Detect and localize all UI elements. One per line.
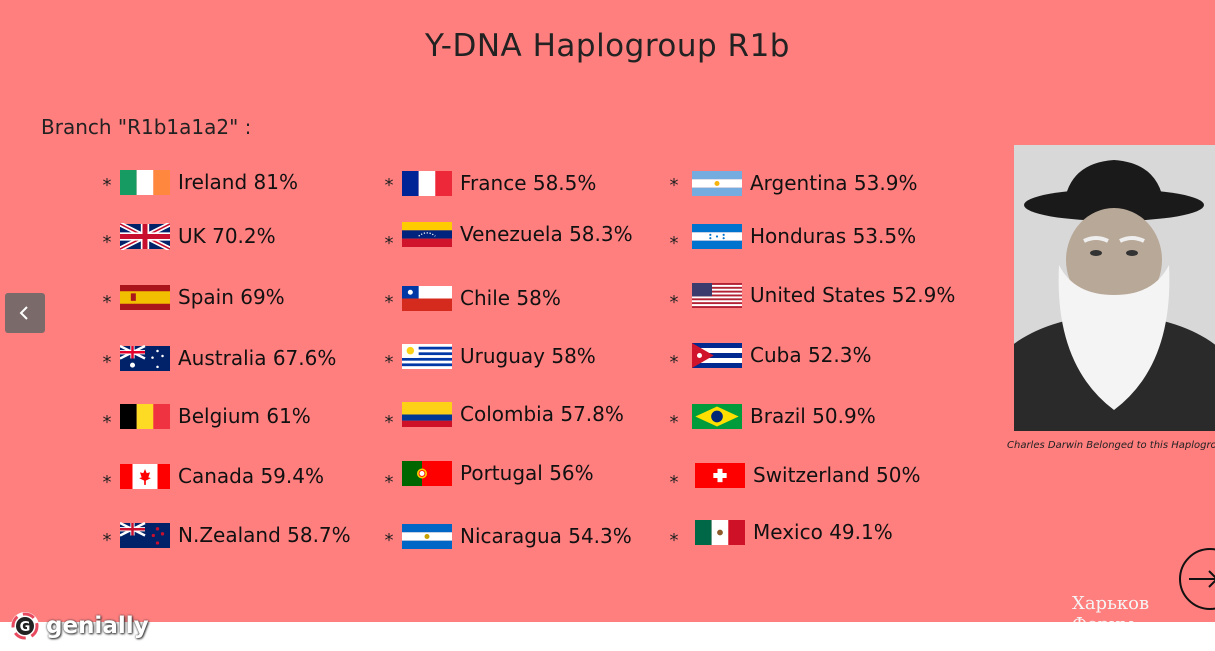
country-item-portugal: Portugal 56% — [402, 459, 594, 487]
brazil-flag-icon — [692, 403, 742, 429]
portugal-flag-icon — [402, 460, 452, 486]
country-item-mexico: Mexico 49.1% — [695, 518, 893, 546]
australia-flag-icon — [120, 344, 170, 371]
slide: Y-DNA Haplogroup R1b Branch "R1b1a1a2" :… — [0, 0, 1215, 622]
country-item-ireland: Ireland 81% — [120, 168, 298, 196]
country-item-uruguay: Uruguay 58% — [402, 342, 596, 370]
list-bullet: * — [384, 292, 394, 313]
genially-brand-name: genially — [46, 613, 149, 639]
list-bullet: * — [384, 472, 394, 493]
country-item-belgium: Belgium 61% — [120, 402, 311, 430]
country-label: Uruguay 58% — [460, 344, 596, 368]
country-label: Cuba 52.3% — [750, 343, 872, 367]
list-bullet: * — [384, 352, 394, 373]
list-bullet: * — [102, 232, 112, 253]
uruguay-flag-icon — [402, 343, 452, 369]
list-bullet: * — [102, 175, 112, 196]
country-label: United States 52.9% — [750, 283, 956, 307]
country-item-chile: Chile 58% — [402, 284, 561, 312]
country-label: Honduras 53.5% — [750, 224, 917, 248]
spain-flag-icon — [120, 284, 170, 310]
country-label: Australia 67.6% — [178, 346, 337, 370]
country-label: Colombia 57.8% — [460, 402, 624, 426]
country-label: Belgium 61% — [178, 404, 311, 428]
country-label: Argentina 53.9% — [750, 171, 918, 195]
country-item-united-states: United States 52.9% — [692, 281, 955, 309]
country-item-australia: Australia 67.6% — [120, 344, 336, 372]
country-item-new-zealand: N.Zealand 58.7% — [120, 521, 351, 549]
country-label: N.Zealand 58.7% — [178, 523, 351, 547]
country-item-canada: Canada 59.4% — [120, 462, 324, 490]
country-item-uk: UK 70.2% — [120, 222, 276, 250]
uk-flag-icon — [120, 222, 170, 250]
charles-darwin-portrait — [1014, 145, 1215, 431]
list-bullet: * — [669, 472, 679, 493]
country-label: Venezuela 58.3% — [460, 222, 633, 246]
country-item-brazil: Brazil 50.9% — [692, 402, 876, 430]
country-label: Brazil 50.9% — [750, 404, 876, 428]
list-bullet: * — [669, 233, 679, 254]
country-item-cuba: Cuba 52.3% — [692, 341, 871, 369]
country-label: Switzerland 50% — [753, 463, 921, 487]
cuba-flag-icon — [692, 342, 742, 368]
list-bullet: * — [384, 233, 394, 254]
list-bullet: * — [102, 352, 112, 373]
list-bullet: * — [669, 352, 679, 373]
list-bullet: * — [102, 530, 112, 551]
genially-logo[interactable]: G genially — [10, 611, 149, 641]
list-bullet: * — [102, 412, 112, 433]
branch-label: Branch "R1b1a1a2" : — [41, 115, 252, 139]
honduras-flag-icon — [692, 223, 742, 249]
venezuela-flag-icon — [402, 221, 452, 247]
chevron-left-icon — [19, 306, 28, 320]
arrow-right-icon — [1189, 570, 1215, 588]
list-bullet: * — [384, 175, 394, 196]
country-item-venezuela: Venezuela 58.3% — [402, 220, 633, 248]
country-item-france: France 58.5% — [402, 169, 596, 197]
chile-flag-icon — [402, 285, 452, 311]
country-item-argentina: Argentina 53.9% — [692, 169, 917, 197]
list-bullet: * — [669, 292, 679, 313]
colombia-flag-icon — [402, 401, 452, 427]
country-item-colombia: Colombia 57.8% — [402, 400, 624, 428]
country-label: Portugal 56% — [460, 461, 594, 485]
country-label: Nicaragua 54.3% — [460, 524, 632, 548]
country-label: Spain 69% — [178, 285, 285, 309]
list-bullet: * — [384, 530, 394, 551]
mexico-flag-icon — [695, 519, 745, 545]
list-bullet: * — [669, 175, 679, 196]
list-bullet: * — [669, 412, 679, 433]
svg-text:G: G — [20, 620, 31, 635]
list-bullet: * — [669, 530, 679, 551]
list-bullet: * — [102, 472, 112, 493]
slide-title: Y-DNA Haplogroup R1b — [425, 28, 790, 64]
genially-logo-icon: G — [11, 612, 39, 640]
list-bullet: * — [384, 412, 394, 433]
country-item-nicaragua: Nicaragua 54.3% — [402, 522, 632, 550]
argentina-flag-icon — [692, 170, 742, 196]
france-flag-icon — [402, 170, 452, 196]
nicaragua-flag-icon — [402, 523, 452, 549]
ireland-flag-icon — [120, 169, 170, 195]
country-item-switzerland: Switzerland 50% — [695, 461, 920, 489]
country-label: Ireland 81% — [178, 170, 298, 194]
list-bullet: * — [102, 292, 112, 313]
united-states-flag-icon — [692, 282, 742, 308]
canada-flag-icon — [120, 463, 170, 489]
country-label: Mexico 49.1% — [753, 520, 893, 544]
watermark-text: Харьков Форум — [1072, 593, 1150, 622]
portrait-image — [1014, 145, 1215, 431]
country-label: France 58.5% — [460, 171, 597, 195]
country-item-spain: Spain 69% — [120, 283, 285, 311]
country-label: Chile 58% — [460, 286, 561, 310]
country-label: Canada 59.4% — [178, 464, 324, 488]
photo-caption: Charles Darwin Belonged to this Haplogro… — [1007, 440, 1215, 451]
belgium-flag-icon — [120, 403, 170, 429]
country-item-honduras: Honduras 53.5% — [692, 222, 916, 250]
new-zealand-flag-icon — [120, 521, 170, 548]
country-label: UK 70.2% — [178, 224, 276, 248]
previous-slide-button[interactable] — [5, 293, 45, 333]
switzerland-flag-icon — [695, 462, 745, 488]
